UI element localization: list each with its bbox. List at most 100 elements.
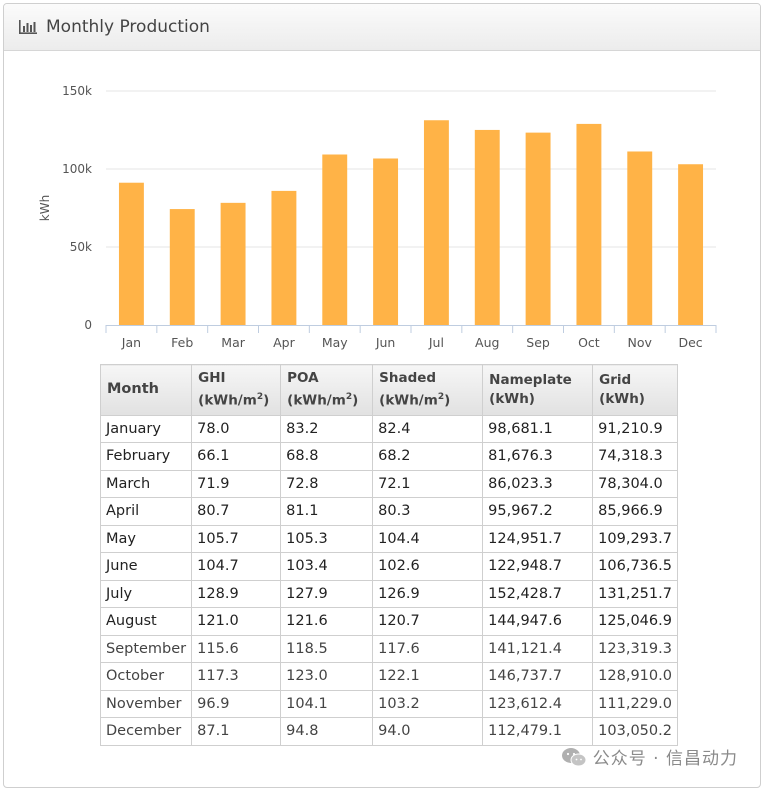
table-cell: 71.9 (191, 469, 282, 498)
table-cell: 85,966.9 (592, 497, 678, 526)
column-header-unit: (kWh/m (287, 392, 346, 409)
x-tick-label: Sep (526, 335, 550, 350)
column-header: Nameplate (kWh) (482, 364, 594, 416)
table-cell: 117.6 (372, 634, 484, 663)
table-cell: 123,319.3 (592, 634, 678, 663)
wechat-icon (561, 747, 587, 766)
table-cell: 120.7 (372, 607, 484, 636)
bar-nov (627, 151, 653, 325)
column-header: Shaded (kWh/m2) (372, 364, 484, 416)
x-tick-label: Jan (121, 335, 141, 350)
table-cell: 111,229.0 (592, 689, 678, 718)
bar-oct (576, 123, 602, 326)
table-row: November 96.9 104.1 103.2 123,612.4 111,229.0 (99, 689, 678, 718)
table-cell: 103.2 (372, 689, 484, 718)
bar-aug (474, 129, 500, 325)
column-header-unit: (kWh) (599, 390, 645, 407)
bar-dec (678, 164, 704, 325)
table-row: June 104.7 103.4 102.6 122,948.7 106,736.5 (99, 552, 678, 581)
table-cell: 104.1 (280, 689, 374, 718)
x-tick-label: May (322, 335, 348, 350)
table-cell: September (99, 634, 193, 663)
table-row: October 117.3 123.0 122.1 146,737.7 128,910.0 (99, 662, 678, 691)
column-header-title: Month (107, 381, 159, 398)
watermark: 公众号 · 信昌动力 (561, 744, 738, 769)
table-cell: 68.2 (372, 442, 484, 471)
table-cell: 106,736.5 (592, 552, 678, 581)
monthly-production-panel: Monthly Production 0 50k 100k 150k kWh Jan Feb… (3, 3, 761, 788)
x-tick-label: Jul (428, 335, 444, 350)
table-cell: 103.4 (280, 552, 374, 581)
column-header: Month (99, 364, 193, 416)
x-tick-label: Dec (678, 335, 702, 350)
table-row: January 78.0 83.2 82.4 98,681.1 91,210.9 (99, 414, 678, 443)
unit-superscript: 2 (256, 392, 264, 402)
table-cell: 104.7 (191, 552, 282, 581)
column-header-title: Shaded (379, 370, 437, 386)
table-row: February 66.1 68.8 68.2 81,676.3 74,318.3 (99, 442, 678, 471)
x-tick-label: Apr (273, 335, 295, 350)
table-cell: 105.3 (280, 524, 374, 553)
column-header-unit: (kWh/m (379, 392, 438, 409)
table-cell: February (99, 442, 193, 471)
column-header-unit: (kWh/m (198, 392, 257, 409)
table-cell: 115.6 (191, 634, 282, 663)
table-cell: 125,046.9 (592, 607, 678, 636)
unit-superscript: 2 (345, 392, 353, 402)
table-cell: 123.0 (280, 662, 374, 691)
table-cell: 81,676.3 (482, 442, 594, 471)
table-row: September 115.6 118.5 117.6 141,121.4 123,319… (99, 634, 678, 663)
x-tick-label: Nov (628, 335, 653, 350)
table-cell: 78,304.0 (592, 469, 678, 498)
table-cell: 94.0 (372, 717, 484, 746)
bar-feb (169, 209, 195, 325)
table-cell: January (99, 414, 193, 443)
table-cell: 117.3 (191, 662, 282, 691)
table-cell: 146,737.7 (482, 662, 594, 691)
bar-jul (423, 120, 449, 325)
table-cell: 94.8 (280, 717, 374, 746)
column-header: GHI (kWh/m2) (191, 364, 282, 416)
table-cell: 74,318.3 (592, 442, 678, 471)
table-cell: October (99, 662, 193, 691)
table-cell: 109,293.7 (592, 524, 678, 553)
y-tick-label: 150k (62, 84, 92, 98)
production-table: Month GHI (kWh/m2) POA (kWh/m2) Shaded (kWh/m2… (99, 364, 678, 746)
table-cell: 112,479.1 (482, 717, 594, 746)
table-cell: 72.1 (372, 469, 484, 498)
table-cell: 127.9 (280, 579, 374, 608)
table-cell: April (99, 497, 193, 526)
table-cell: 72.8 (280, 469, 374, 498)
table-cell: 66.1 (191, 442, 282, 471)
unit-close: ) (352, 392, 359, 409)
table-cell: 141,121.4 (482, 634, 594, 663)
table-cell: 96.9 (191, 689, 282, 718)
table-cell: 121.0 (191, 607, 282, 636)
x-tick-label: Aug (475, 335, 499, 350)
table-cell: 95,967.2 (482, 497, 594, 526)
table-cell: 152,428.7 (482, 579, 594, 608)
monthly-production-chart: 0 50k 100k 150k kWh Jan Feb Mar Apr May Jun Jul Aug S… (38, 84, 717, 350)
table-cell: 68.8 (280, 442, 374, 471)
y-tick-label: 100k (62, 162, 92, 176)
panel-title: Monthly Production (46, 17, 210, 37)
x-tick-label: Jun (375, 335, 396, 350)
chart-area: 0 50k 100k 150k kWh Jan Feb Mar Apr May Jun Jul Aug S… (4, 74, 760, 364)
table-cell: 123,612.4 (482, 689, 594, 718)
panel-header: Monthly Production (4, 4, 760, 51)
bar-jan (118, 182, 144, 325)
table-cell: November (99, 689, 193, 718)
table-cell: 122.1 (372, 662, 484, 691)
bar-mar (220, 202, 246, 325)
table-cell: 128.9 (191, 579, 282, 608)
column-header-title: GHI (198, 370, 226, 386)
y-tick-label: 50k (70, 240, 92, 254)
bar-may (322, 154, 348, 325)
y-tick-label: 0 (84, 318, 92, 332)
table-cell: 81.1 (280, 497, 374, 526)
production-table-wrapper: Month GHI (kWh/m2) POA (kWh/m2) Shaded (kWh/m2… (99, 364, 678, 746)
x-tick-label: Mar (221, 335, 245, 350)
table-cell: 124,951.7 (482, 524, 594, 553)
bar-apr (271, 190, 297, 325)
table-cell: December (99, 717, 193, 746)
